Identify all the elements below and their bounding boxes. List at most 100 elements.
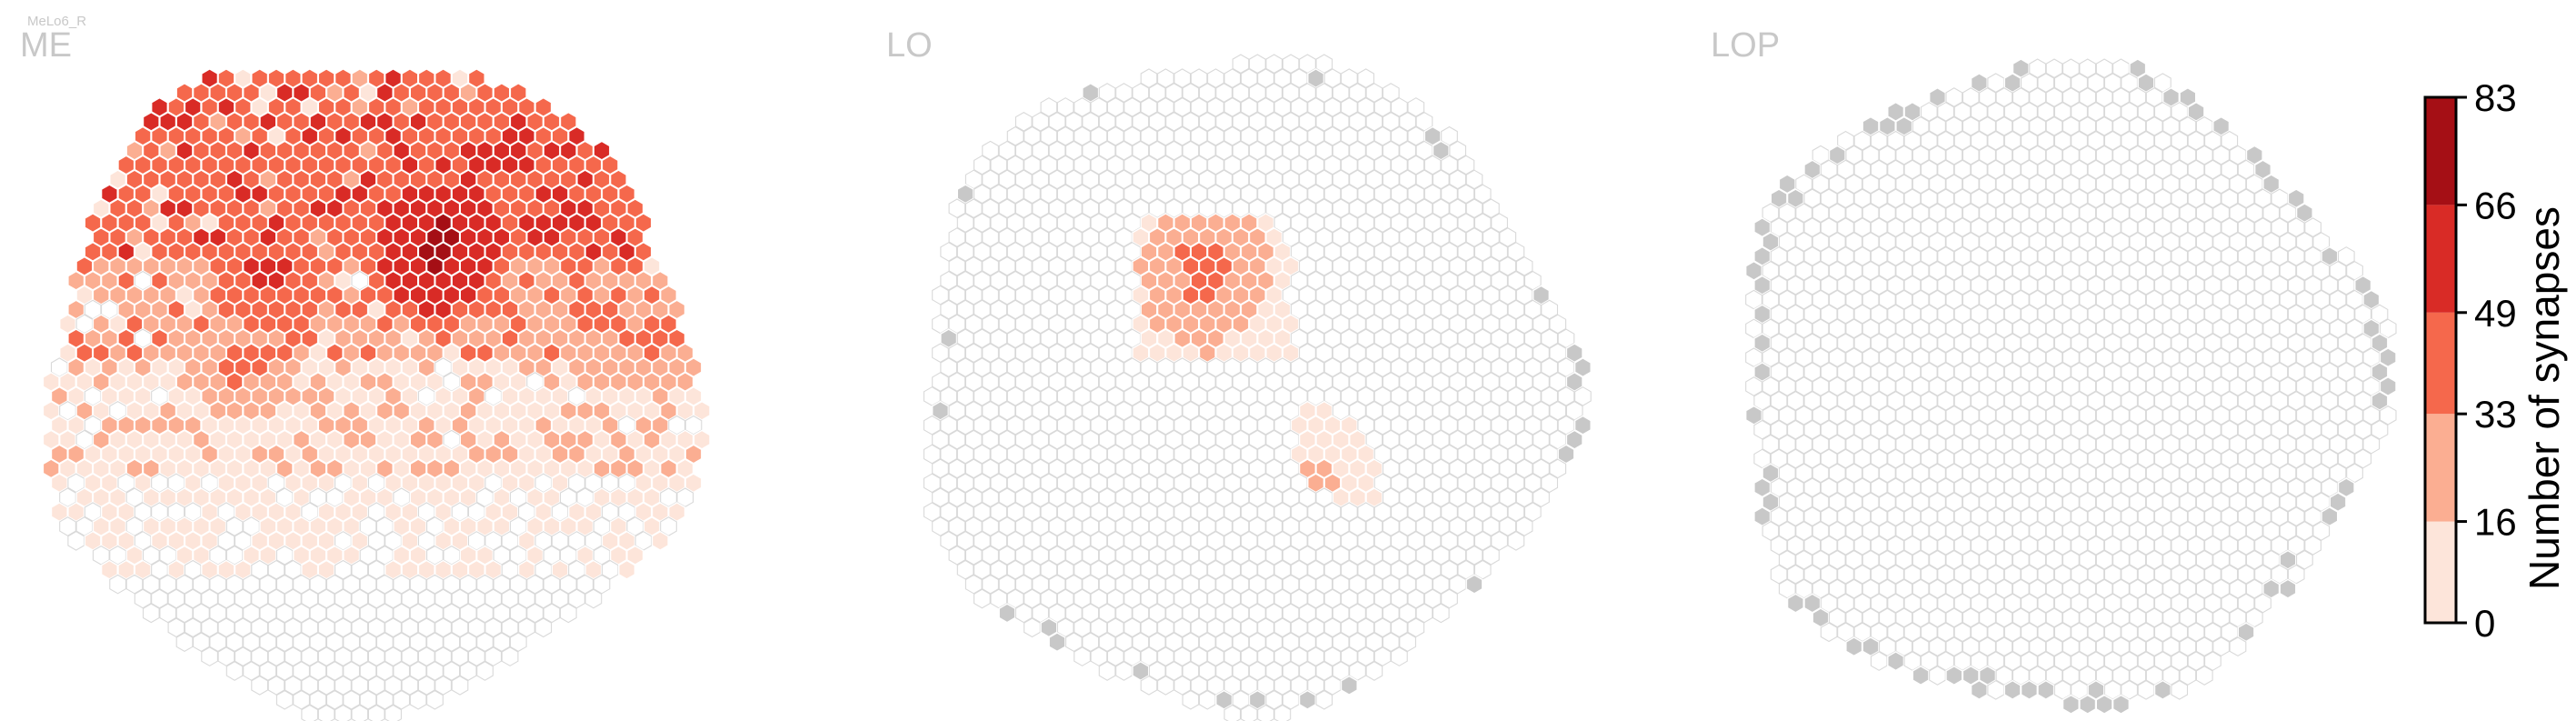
hex-out-of-range (2020, 679, 2038, 700)
hex-empty (1382, 140, 1400, 161)
hex-level-1 (109, 371, 127, 393)
hex-empty (1032, 314, 1050, 335)
hex-level-1 (1282, 343, 1300, 364)
hex-empty (375, 661, 394, 681)
hex-level-1 (192, 545, 210, 566)
hex-empty (1157, 676, 1174, 696)
hex-empty (998, 198, 1016, 219)
hex-empty (1090, 357, 1108, 377)
hex-level-2 (643, 371, 661, 393)
hex-empty (1299, 372, 1316, 392)
hex-empty (267, 676, 285, 696)
hex-empty (493, 574, 511, 595)
hex-empty (948, 343, 966, 364)
hex-empty (1040, 386, 1058, 406)
hex-level-1 (1132, 343, 1150, 364)
hex-empty (1240, 184, 1258, 205)
hex-empty (1457, 386, 1475, 406)
hex-empty (1499, 314, 1517, 335)
hex-empty (1215, 111, 1233, 132)
hex-empty (1340, 386, 1358, 406)
hex-empty (1483, 314, 1500, 335)
hex-level-2 (92, 285, 110, 305)
hex-empty (998, 169, 1016, 190)
hex-empty (1098, 198, 1116, 219)
hex-empty (1373, 155, 1392, 175)
hex-empty (175, 632, 194, 653)
hex-empty (1391, 213, 1408, 233)
hex-empty (1870, 651, 1888, 671)
hex-empty (973, 213, 991, 233)
hex-level-3 (151, 328, 168, 349)
hex-empty (1132, 372, 1150, 392)
hex-empty (409, 632, 427, 653)
hex-empty (1357, 386, 1375, 406)
hex-empty (1273, 213, 1292, 233)
hex-level-2 (109, 255, 127, 276)
hex-empty (1465, 227, 1483, 247)
hex-empty (1423, 155, 1442, 175)
hex-level-3 (601, 299, 619, 320)
hex-level-3 (151, 125, 168, 146)
hex-level-1 (109, 458, 127, 479)
hex-level-1 (601, 530, 619, 551)
hex-empty (1557, 357, 1575, 377)
hex-empty (1273, 97, 1292, 117)
hex-empty (1265, 140, 1283, 161)
hex-level-1 (67, 386, 85, 406)
hex-empty (243, 603, 260, 624)
hex-empty (1307, 184, 1324, 205)
hex-empty (1023, 617, 1041, 638)
hex-empty (251, 559, 269, 580)
hex-empty (1056, 328, 1074, 349)
hex-empty (1323, 357, 1342, 377)
hex-empty (1299, 314, 1316, 335)
hex-level-1 (584, 502, 603, 523)
hex-empty (1148, 198, 1166, 219)
hex-empty (1240, 68, 1258, 88)
hex-empty (351, 559, 369, 580)
hex-level-2 (92, 371, 110, 393)
hex-level-1 (67, 502, 85, 523)
hex-empty (1407, 270, 1425, 291)
hex-level-1 (50, 502, 68, 523)
hex-empty (384, 617, 402, 638)
hex-level-1 (643, 458, 661, 479)
hex-empty (1407, 328, 1425, 349)
hex-level-1 (559, 516, 577, 537)
hex-empty (1499, 255, 1517, 276)
hex-empty (1106, 125, 1124, 146)
hex-empty (1290, 97, 1308, 117)
hex-empty (1332, 169, 1350, 190)
hex-empty (1340, 242, 1358, 262)
hex-empty (1382, 198, 1400, 219)
hex-empty (193, 603, 210, 624)
hex-empty (225, 574, 244, 595)
hex-empty (1307, 299, 1324, 320)
hex-empty (1273, 68, 1292, 88)
hex-level-1 (543, 487, 561, 508)
hex-empty (359, 689, 377, 710)
hex-empty (1106, 299, 1124, 320)
hex-empty (1207, 155, 1224, 175)
hex-empty (375, 689, 394, 710)
hex-empty (1483, 198, 1500, 219)
hex-empty (1098, 83, 1116, 103)
hex-empty (1056, 213, 1074, 233)
hex-level-1 (117, 530, 135, 551)
hex-empty (990, 299, 1008, 320)
hex-empty (1441, 155, 1458, 175)
hex-empty (1290, 328, 1308, 349)
hex-out-of-range (1945, 665, 1963, 686)
hex-empty (1006, 299, 1024, 320)
hex-empty (1357, 184, 1375, 205)
hex-empty (1240, 97, 1258, 117)
hex-empty (193, 574, 210, 595)
hex-empty (1382, 314, 1400, 335)
hex-empty (982, 140, 999, 161)
hex-empty (1323, 97, 1342, 117)
hex-empty (1082, 285, 1100, 305)
hex-empty (1006, 270, 1024, 291)
hex-empty (956, 357, 974, 377)
hex-empty (1373, 242, 1392, 262)
